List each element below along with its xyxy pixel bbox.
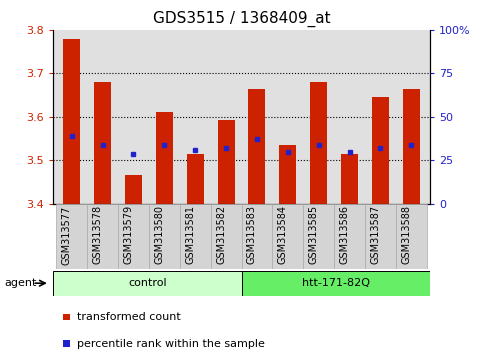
Bar <box>156 113 173 204</box>
Text: percentile rank within the sample: percentile rank within the sample <box>77 338 265 349</box>
Bar <box>279 145 296 204</box>
Text: GSM313581: GSM313581 <box>185 205 195 264</box>
Text: GSM313584: GSM313584 <box>278 205 288 264</box>
Bar <box>56 204 87 269</box>
Bar <box>211 204 242 269</box>
Bar <box>403 88 420 204</box>
Bar <box>242 271 430 296</box>
Text: GSM313587: GSM313587 <box>370 205 381 264</box>
Text: GSM313578: GSM313578 <box>93 205 102 264</box>
Bar <box>303 204 334 269</box>
Bar <box>272 204 303 269</box>
Bar <box>87 204 118 269</box>
Bar <box>217 120 235 204</box>
Text: control: control <box>128 278 167 288</box>
Bar <box>334 204 365 269</box>
Text: agent: agent <box>5 278 37 288</box>
Bar <box>149 204 180 269</box>
Text: GSM313579: GSM313579 <box>124 205 133 264</box>
Bar <box>180 204 211 269</box>
Text: GSM313588: GSM313588 <box>401 205 412 264</box>
Bar <box>396 204 427 269</box>
Text: GSM313580: GSM313580 <box>154 205 164 264</box>
Text: GSM313583: GSM313583 <box>247 205 257 264</box>
Bar <box>365 204 396 269</box>
Text: GSM313585: GSM313585 <box>309 205 319 264</box>
Bar <box>63 39 80 204</box>
Bar <box>341 154 358 204</box>
Bar <box>310 82 327 204</box>
Text: GSM313586: GSM313586 <box>340 205 350 264</box>
Text: GDS3515 / 1368409_at: GDS3515 / 1368409_at <box>153 11 330 27</box>
Bar <box>125 175 142 204</box>
Bar <box>118 204 149 269</box>
Text: htt-171-82Q: htt-171-82Q <box>302 278 369 288</box>
Bar <box>53 271 242 296</box>
Text: GSM313577: GSM313577 <box>62 205 71 264</box>
Text: GSM313582: GSM313582 <box>216 205 226 264</box>
Bar <box>242 204 272 269</box>
Bar <box>187 154 204 204</box>
Bar <box>94 82 111 204</box>
Text: transformed count: transformed count <box>77 312 181 322</box>
Bar <box>248 88 266 204</box>
Bar <box>372 97 389 204</box>
